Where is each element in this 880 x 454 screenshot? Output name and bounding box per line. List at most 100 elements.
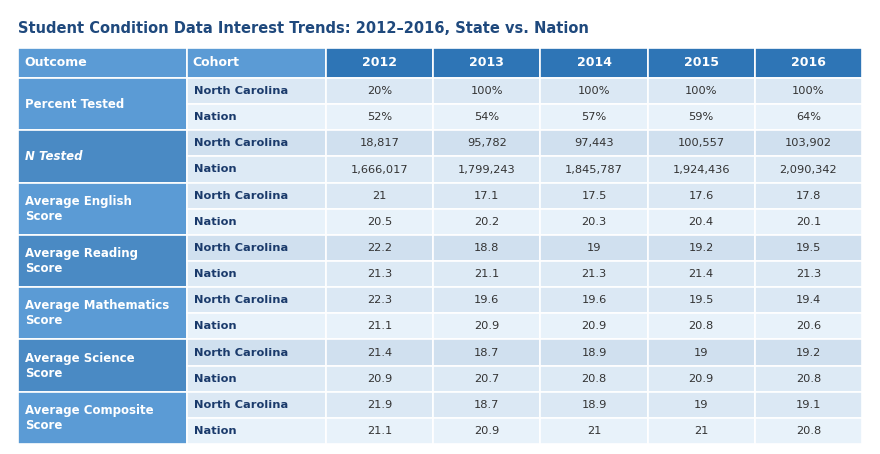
Bar (326, 340, 433, 365)
Text: Nation: Nation (194, 164, 237, 174)
Bar (540, 365, 648, 392)
Text: 19.6: 19.6 (582, 295, 606, 305)
Bar (433, 418, 540, 444)
Bar (648, 48, 755, 78)
Bar (326, 365, 433, 392)
Text: Average Science
Score: Average Science Score (25, 351, 135, 380)
Bar (18, 340, 187, 392)
Bar (187, 235, 326, 261)
Text: 2016: 2016 (791, 56, 825, 69)
Text: Cohort: Cohort (193, 56, 239, 69)
Text: 20.9: 20.9 (474, 321, 500, 331)
Bar (326, 418, 433, 444)
Bar (433, 157, 540, 183)
Text: Nation: Nation (194, 426, 237, 436)
Text: 20.8: 20.8 (582, 374, 606, 384)
Bar (540, 392, 648, 418)
Bar (648, 78, 755, 104)
Text: 64%: 64% (796, 112, 821, 122)
Bar (648, 365, 755, 392)
Bar (187, 48, 326, 78)
Text: 17.5: 17.5 (582, 191, 606, 201)
Bar (18, 130, 187, 183)
Text: 17.8: 17.8 (796, 191, 821, 201)
Text: 20.9: 20.9 (582, 321, 606, 331)
Text: Nation: Nation (194, 269, 237, 279)
Text: 21.3: 21.3 (582, 269, 606, 279)
Text: 21.9: 21.9 (367, 400, 392, 410)
Bar (540, 157, 648, 183)
Bar (540, 287, 648, 313)
Text: North Carolina: North Carolina (194, 138, 288, 148)
Text: 18,817: 18,817 (360, 138, 400, 148)
Text: 57%: 57% (582, 112, 606, 122)
Bar (755, 157, 862, 183)
Text: Nation: Nation (194, 217, 237, 227)
Bar (755, 418, 862, 444)
Bar (187, 340, 326, 365)
Bar (433, 48, 540, 78)
Bar (433, 209, 540, 235)
Bar (648, 104, 755, 130)
Text: 18.8: 18.8 (474, 243, 500, 253)
Bar (540, 104, 648, 130)
Bar (755, 340, 862, 365)
Bar (187, 287, 326, 313)
Text: 19: 19 (694, 347, 708, 357)
Bar (326, 157, 433, 183)
Bar (755, 130, 862, 157)
Bar (648, 209, 755, 235)
Text: 100%: 100% (792, 86, 825, 96)
Text: 54%: 54% (474, 112, 500, 122)
Text: 20.7: 20.7 (474, 374, 500, 384)
Bar (648, 130, 755, 157)
Bar (326, 48, 433, 78)
Text: 97,443: 97,443 (575, 138, 614, 148)
Text: 20.2: 20.2 (474, 217, 500, 227)
Text: 20.9: 20.9 (474, 426, 500, 436)
Text: North Carolina: North Carolina (194, 243, 288, 253)
Text: 20.9: 20.9 (367, 374, 392, 384)
Bar (18, 235, 187, 287)
Bar (648, 287, 755, 313)
Text: 22.2: 22.2 (367, 243, 392, 253)
Bar (326, 261, 433, 287)
Bar (326, 313, 433, 340)
Text: 20.8: 20.8 (796, 426, 821, 436)
Bar (326, 235, 433, 261)
Bar (540, 261, 648, 287)
Text: 20.4: 20.4 (689, 217, 714, 227)
Bar (187, 313, 326, 340)
Text: 19.2: 19.2 (796, 347, 821, 357)
Text: 20.1: 20.1 (796, 217, 821, 227)
Text: Student Condition Data Interest Trends: 2012–2016, State vs. Nation: Student Condition Data Interest Trends: … (18, 21, 589, 36)
Bar (187, 261, 326, 287)
Bar (648, 183, 755, 209)
Text: 100%: 100% (685, 86, 717, 96)
Bar (187, 209, 326, 235)
Text: N Tested: N Tested (25, 150, 83, 163)
Text: 20.9: 20.9 (688, 374, 714, 384)
Text: 21.4: 21.4 (689, 269, 714, 279)
Bar (540, 340, 648, 365)
Bar (433, 183, 540, 209)
Text: Percent Tested: Percent Tested (25, 98, 124, 111)
Bar (755, 392, 862, 418)
Bar (540, 78, 648, 104)
Bar (187, 183, 326, 209)
Text: 18.7: 18.7 (474, 347, 500, 357)
Text: 17.6: 17.6 (688, 191, 714, 201)
Bar (433, 261, 540, 287)
Text: Average Composite
Score: Average Composite Score (25, 404, 154, 432)
Bar (648, 392, 755, 418)
Bar (433, 392, 540, 418)
Bar (540, 130, 648, 157)
Text: 20.8: 20.8 (796, 374, 821, 384)
Bar (326, 78, 433, 104)
Text: 22.3: 22.3 (367, 295, 392, 305)
Bar (326, 392, 433, 418)
Text: 21.3: 21.3 (796, 269, 821, 279)
Text: 2015: 2015 (684, 56, 719, 69)
Text: 18.9: 18.9 (582, 400, 606, 410)
Text: Nation: Nation (194, 112, 237, 122)
